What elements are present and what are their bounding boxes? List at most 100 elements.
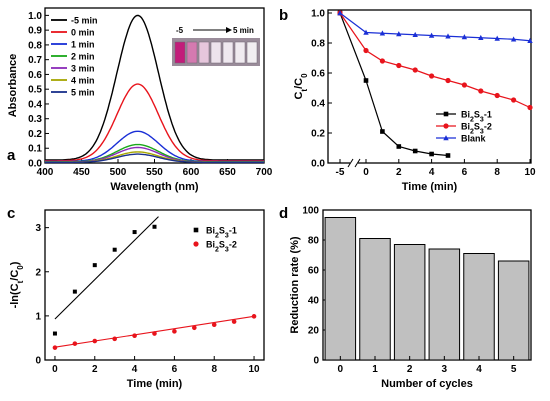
panel-d-xtick-label: 3 <box>442 364 448 375</box>
panel-a-ytick-label: 0.0 <box>28 159 42 170</box>
panel-b-y-axis-title: Ct/C0 <box>293 73 309 100</box>
panel-a-series-line <box>45 14 264 161</box>
panel-b-legend-marker <box>443 135 449 141</box>
panel-a-inset-vial <box>198 41 210 64</box>
panel-c-ytick-label: 1 <box>35 311 41 322</box>
panel-d-ytick-label: 60 <box>308 266 320 277</box>
panel-b-point <box>445 153 451 158</box>
panel-b-xtick-label: 10 <box>524 167 536 178</box>
panel-d-bar <box>359 238 391 361</box>
panel-c-point <box>192 325 197 331</box>
panel-a-ytick-label: 0.8 <box>28 40 42 51</box>
panel-b-point <box>461 34 468 40</box>
panel-b-ytick-label: 0.6 <box>311 69 325 80</box>
panel-a-inset-vial <box>210 41 222 64</box>
panel-b-axis-break-mark <box>347 158 354 168</box>
panel-b-point <box>494 35 500 41</box>
panel-b-letter: b <box>279 7 288 24</box>
panel-b-axis-break-mark <box>354 158 361 168</box>
panel-c-ytick-label: 2 <box>35 267 41 278</box>
panel-a-inset-left-label: -5 <box>176 26 184 35</box>
panel-d-xtick-label: 1 <box>372 364 378 375</box>
panel-c-letter: c <box>7 205 15 222</box>
panel-d-bar <box>497 260 530 361</box>
panel-a-ytick-label: 0.7 <box>28 55 42 66</box>
panel-a-inset-vial <box>246 41 258 64</box>
panel-a-ytick-label: 0.1 <box>28 144 42 155</box>
panel-b-point <box>428 32 435 38</box>
panel-c-point <box>132 230 137 235</box>
panel-a-inset-vial <box>234 41 246 64</box>
panel-c-xtick-label: 2 <box>92 364 98 375</box>
panel-d-letter: d <box>279 205 288 222</box>
panel-b-point <box>396 31 402 37</box>
panel-b-frame <box>327 9 532 164</box>
panel-d-ytick-label: 0 <box>313 356 319 367</box>
panel-b-ytick-label: 0.4 <box>311 99 325 110</box>
panel-b-xtick-label: 8 <box>494 167 500 178</box>
panel-c-xtick-label: 6 <box>172 364 178 375</box>
panel-b-point <box>445 33 451 39</box>
panel-c-y-axis-title: -ln(Ct/C0) <box>9 261 25 308</box>
panel-b-point <box>412 31 418 38</box>
panel-a-ytick-label: 0.2 <box>28 129 42 140</box>
panel-d-ytick-label: 20 <box>308 326 320 337</box>
panel-c-point <box>52 345 58 350</box>
panel-b-ytick-label: 0.8 <box>311 39 325 50</box>
panel-c-legend-label: Bi2S3-2 <box>206 240 237 254</box>
panel-c-legend-label: Bi2S3-1 <box>206 226 237 240</box>
panel-a-legend-label: 4 min <box>71 76 95 86</box>
panel-d-xtick-label: 2 <box>407 364 413 375</box>
panel-b-point <box>461 82 467 88</box>
panel-b-point <box>396 62 402 69</box>
panel-a-xtick-label: 600 <box>183 167 200 178</box>
panel-d-bar <box>324 217 357 361</box>
panel-b-series-line <box>339 12 531 109</box>
panel-b-ytick-label: 0.0 <box>311 159 325 170</box>
panel-d-xtick-label: 4 <box>476 364 482 375</box>
panel-c-point <box>72 341 78 346</box>
panel-a-xtick-label: 650 <box>219 167 236 178</box>
panel-d-xtick-label: 5 <box>511 364 517 375</box>
panel-b-legend-label: Bi2S3-2 <box>461 122 492 136</box>
panel-b-xtick-label: 4 <box>429 167 435 178</box>
panel-a-x-axis-title: Wavelength (nm) <box>110 181 199 193</box>
panel-a-letter: a <box>7 147 16 164</box>
panel-c-point <box>231 319 237 324</box>
panel-c-point <box>251 314 257 319</box>
panel-a-inset-arrowhead <box>226 27 232 33</box>
panel-b-x-axis-title: Time (min) <box>402 181 458 193</box>
panel-b-legend-marker <box>443 123 449 129</box>
panel-c-point <box>112 247 117 252</box>
panel-a-legend-label: 1 min <box>71 40 95 50</box>
panel-a-xtick-label: 450 <box>73 167 90 178</box>
panel-c-point <box>92 263 97 268</box>
panel-b-point <box>478 88 484 94</box>
panel-a-ytick-label: 0.6 <box>28 70 42 81</box>
panel-b-point <box>429 73 435 79</box>
panel-c-point <box>72 289 77 294</box>
panel-b-point <box>494 92 500 99</box>
panel-b-xtick-label: 0 <box>363 167 369 178</box>
panel-b-point <box>478 34 484 41</box>
panel-b-xtick-label: 6 <box>462 167 468 178</box>
panel-c-point <box>52 331 57 336</box>
panel-c-xtick-label: 8 <box>211 364 217 375</box>
panel-c-legend-marker <box>193 227 199 233</box>
panel-b-point <box>510 36 517 42</box>
panel-d-bar <box>393 244 426 361</box>
panel-b-xtick-label: 2 <box>396 167 402 178</box>
panel-d-x-axis-title: Number of cycles <box>381 378 473 390</box>
panel-b-point <box>379 30 386 36</box>
panel-c-ytick-label: 3 <box>35 223 41 234</box>
panel-d-xtick-label: 0 <box>338 364 344 375</box>
panel-d-frame <box>322 209 532 361</box>
panel-a-legend-label: -5 min <box>71 16 98 26</box>
panel-c-fit-line <box>54 216 159 320</box>
panel-b-legend-marker <box>443 111 449 117</box>
panel-b-point <box>363 29 369 35</box>
panel-b-point <box>363 78 369 83</box>
panel-b-point <box>412 67 418 73</box>
panel-c-point <box>132 333 137 339</box>
panel-a-ytick-label: 0.3 <box>28 114 42 125</box>
